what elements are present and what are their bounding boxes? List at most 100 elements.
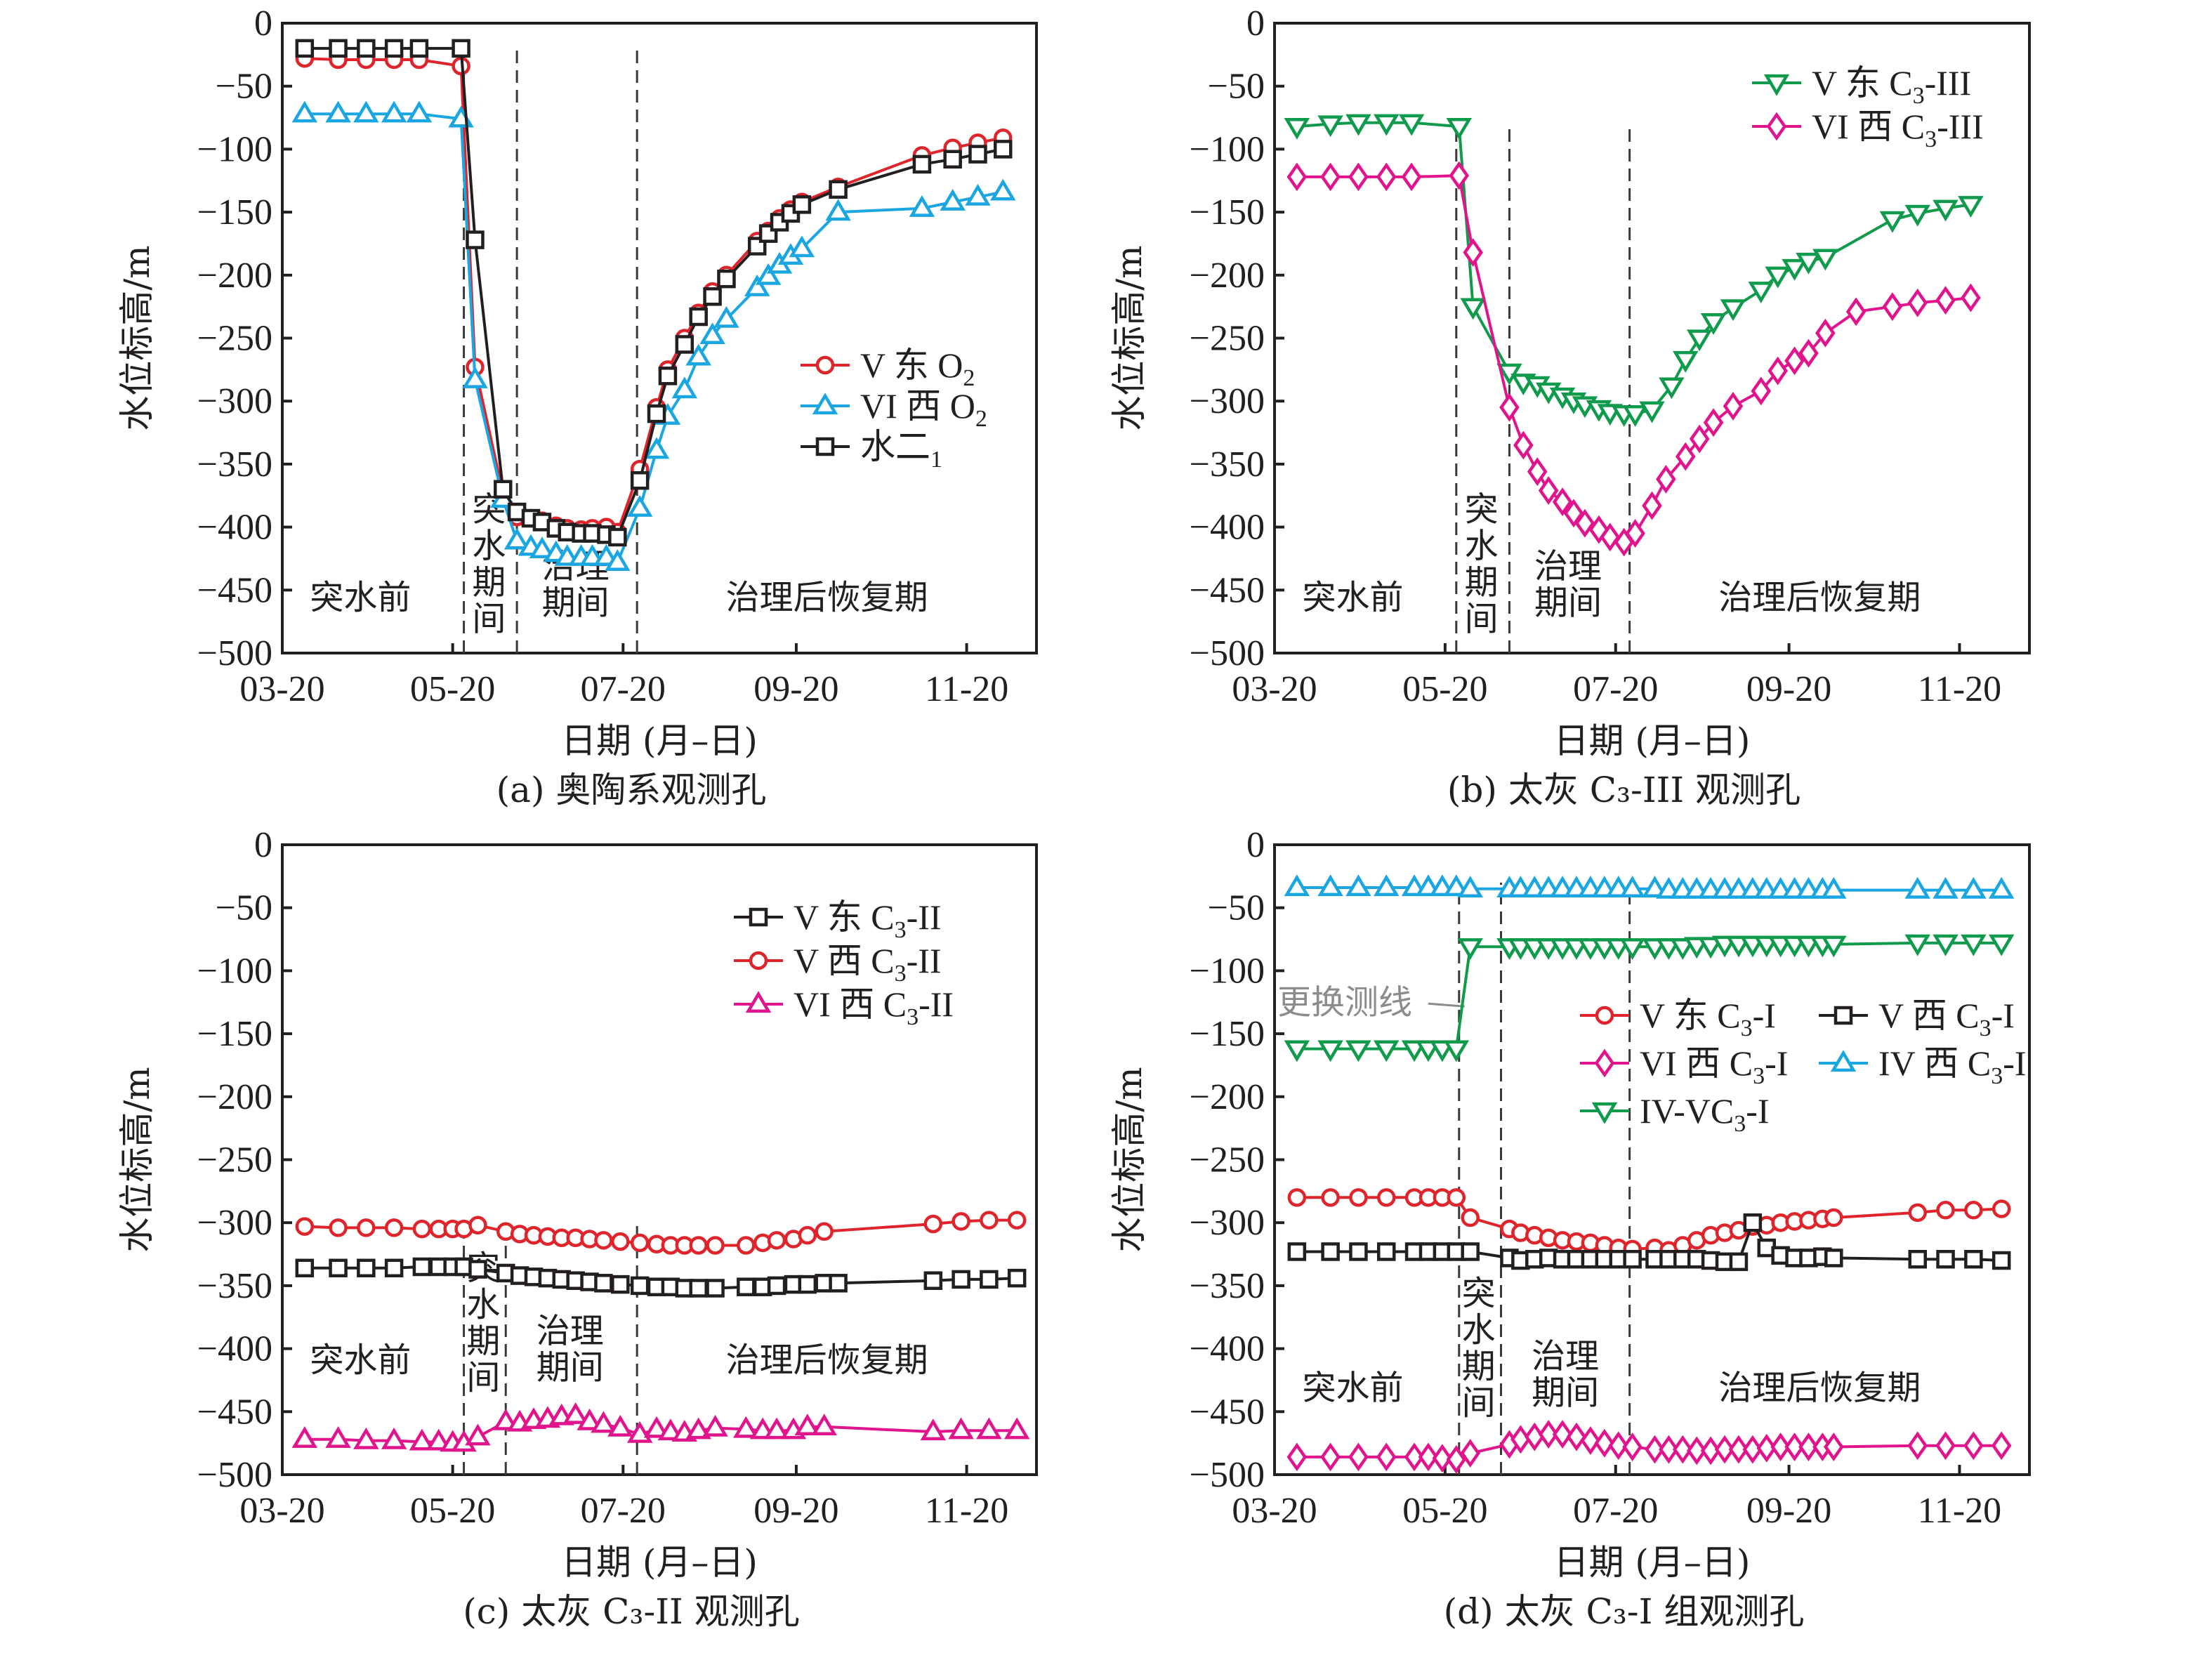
x-tick-label: 05-20 [410,669,495,709]
data-point [1460,1439,1481,1468]
data-point [1697,937,1724,959]
data-point [1964,1249,1983,1269]
data-point [702,1414,728,1437]
data-point [605,549,631,571]
data-point [1600,522,1621,552]
data-point [1317,1040,1343,1062]
data-point [643,437,670,459]
chart-panel-a: 0 −50 −100 −150 −200 −250 −300 −350 −400 −450 −500… [117,4,1038,810]
data-point [1728,1435,1749,1464]
data-point [1552,1420,1573,1449]
data-point [1463,238,1483,267]
data-point [1796,252,1822,275]
data-point [412,1257,432,1277]
y-tick-label: −350 [1190,444,1265,485]
data-point [1622,1433,1642,1461]
data-point [1538,476,1559,505]
phase-label: 突水期间 [1465,490,1499,639]
y-tick-label: 0 [1246,825,1265,865]
data-point [1936,1201,1955,1220]
data-point [1287,1188,1307,1207]
data-point [1935,286,1956,315]
data-point [980,1211,999,1230]
series-1 [295,1211,1027,1255]
x-tick-label: 05-20 [1402,1491,1487,1531]
data-point [994,140,1013,159]
legend-label: V 东 O2 [860,345,975,391]
data-point [1513,430,1534,460]
x-tick-label: 07-20 [1573,1491,1658,1531]
data-point [1656,465,1676,494]
y-tick-label: −500 [197,1455,272,1495]
y-tick-label: −500 [1190,633,1265,673]
data-point [789,235,815,258]
data-point [798,1275,817,1294]
data-point [1349,1242,1368,1261]
data-point [1908,1203,1927,1223]
data-point [1619,876,1645,897]
data-point [1823,1433,1844,1461]
data-point [767,1276,786,1296]
y-tick-label: −350 [1190,1266,1265,1306]
data-point [1742,1435,1763,1464]
data-point [1499,393,1520,422]
legend-label: V 西 C3-II [794,941,942,987]
data-point [357,39,376,58]
y-tick-label: −100 [197,129,272,169]
data-point [1446,117,1473,140]
data-point [1622,404,1648,427]
data-point [717,269,736,289]
phase-label: 突水前 [1302,578,1403,617]
data-point [357,1218,376,1237]
data-point [295,39,315,58]
x-tick-label: 09-20 [753,669,838,709]
data-point [384,39,404,58]
data-point [1287,1242,1307,1261]
series-0 [295,1257,1027,1298]
legend-label: V 西 C3-I [1878,996,2015,1041]
legend-label: VI 西 C3-I [1640,1043,1788,1089]
data-point [1743,1213,1763,1232]
y-tick-label: −400 [1190,1329,1265,1369]
data-point [912,154,932,174]
data-point [825,199,851,221]
data-point [384,1258,404,1278]
phase-label: 治理后恢复期 [726,578,928,617]
data-point [295,1217,315,1236]
legend-marker [815,437,835,456]
data-point [829,1274,848,1293]
data-point [968,145,987,164]
data-point [1563,499,1584,528]
data-point [1574,508,1595,538]
data-point [1003,1417,1030,1440]
data-point [755,263,782,285]
y-tick-label: −500 [197,633,272,673]
data-point [1443,1040,1470,1062]
y-tick-label: −400 [197,508,272,548]
data-point [1933,934,1958,956]
panel-caption: (d) 太灰 C₃-I 组观测孔 [1444,1591,1805,1632]
data-point [1588,515,1609,544]
legend-marker [749,951,768,970]
series-1 [1287,1213,2011,1272]
x-tick-label: 03-20 [1232,1491,1317,1531]
data-point [1821,876,1847,899]
data-point [923,1214,943,1234]
y-tick-label: −200 [1190,256,1265,296]
data-point [353,1427,379,1449]
data-point [1782,258,1808,281]
annotation-leader [1428,1002,1465,1008]
data-point [909,195,935,217]
data-point [329,1218,348,1237]
data-point [1765,266,1791,289]
series-2 [295,39,1013,547]
data-point [291,1426,318,1448]
y-tick-label: −150 [1190,1014,1265,1054]
data-point [1908,1249,1927,1269]
data-point [965,183,991,206]
legend-label: V 东 C3-II [794,897,942,943]
y-tick-label: −50 [1208,888,1265,928]
data-point [713,305,739,328]
series-2 [1286,1420,2012,1474]
data-point [1321,1188,1340,1207]
